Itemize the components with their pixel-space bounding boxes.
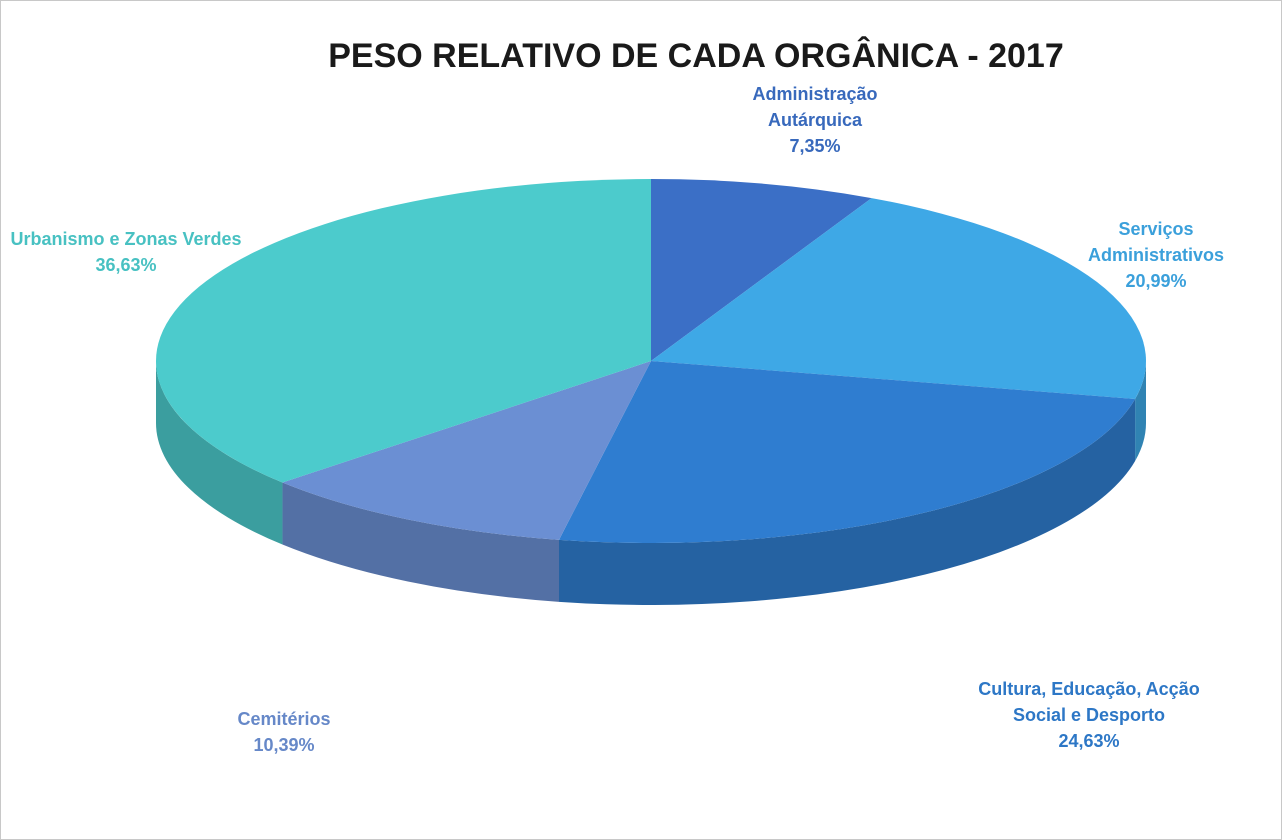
chart-title: PESO RELATIVO DE CADA ORGÂNICA - 2017 [328,37,1064,75]
slice [559,361,1136,543]
label-name: Urbanismo e Zonas Verdes [10,229,242,249]
slice [282,361,651,540]
slice-side [1135,361,1146,461]
data-label: Administração Autárquica 7,35% [740,81,890,159]
label-value: 7,35% [789,136,841,156]
data-label: Serviços Administrativos 20,99% [1066,216,1246,294]
label-value: 20,99% [1125,271,1187,291]
label-name: Serviços Administrativos [1087,219,1225,265]
label-name: Administração Autárquica [752,84,878,130]
slice [651,179,872,361]
data-label: Cemitérios 10,39% [204,706,364,758]
data-label: Cultura, Educação, Acção Social e Despor… [974,676,1204,754]
slice-side [559,398,1136,606]
label-value: 24,63% [1058,731,1120,751]
label-name: Cultura, Educação, Acção Social e Despor… [978,679,1200,725]
label-name: Cemitérios [237,709,331,729]
label-value: 10,39% [253,735,315,755]
slice [156,179,651,483]
label-value: 36,63% [95,255,157,275]
slice [651,198,1146,399]
data-label: Urbanismo e Zonas Verdes 36,63% [6,226,246,278]
slice-side [282,482,560,602]
slice-side [156,361,283,545]
